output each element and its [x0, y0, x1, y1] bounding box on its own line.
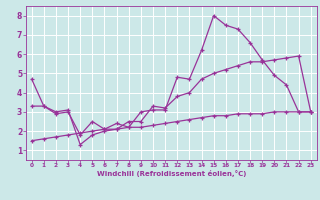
X-axis label: Windchill (Refroidissement éolien,°C): Windchill (Refroidissement éolien,°C): [97, 170, 246, 177]
